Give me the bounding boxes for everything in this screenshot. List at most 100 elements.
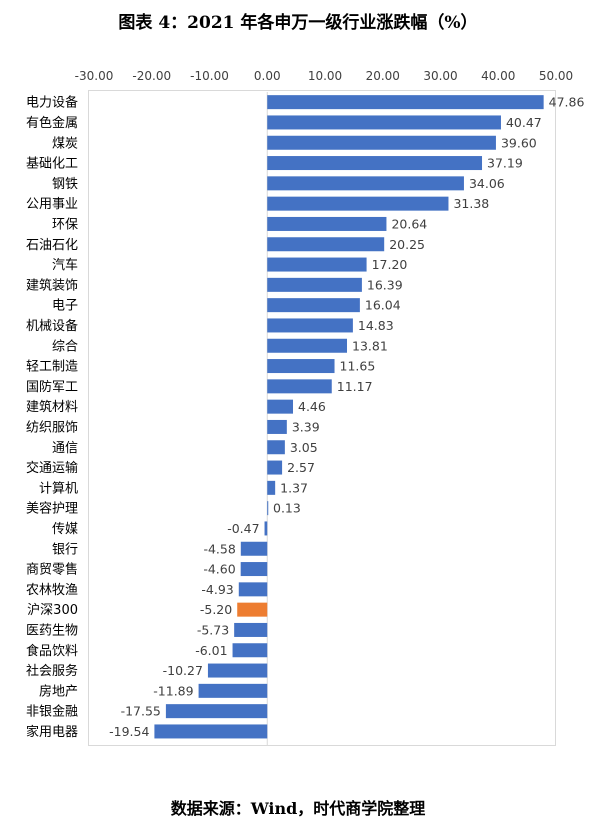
- bar: [264, 521, 268, 536]
- category-label: 社会服务: [26, 663, 78, 679]
- data-label: 11.17: [337, 379, 373, 394]
- bar-chart: -30.00 -20.00 -10.00 0.00 10.00 20.00 30.00 40.…: [26, 69, 585, 745]
- plot-area: [88, 90, 556, 746]
- category-label: 建筑材料: [26, 399, 78, 415]
- data-label: -11.89: [153, 683, 193, 698]
- data-label: 11.65: [340, 359, 376, 374]
- category-label: 石油石化: [26, 238, 78, 253]
- x-tick-label: -20.00: [132, 69, 171, 83]
- bar: [267, 237, 385, 252]
- x-tick-label: 40.00: [481, 69, 515, 83]
- category-label: 食品饮料: [26, 643, 78, 659]
- data-label: 14.83: [358, 318, 394, 333]
- data-label: 39.60: [501, 135, 537, 150]
- bar: [232, 643, 268, 658]
- category-label: 基础化工: [26, 157, 78, 172]
- data-label: 3.39: [292, 419, 320, 434]
- bar: [267, 359, 335, 374]
- bar: [267, 501, 269, 516]
- x-tick-label: 0.00: [254, 69, 281, 83]
- x-tick-label: -10.00: [190, 69, 229, 83]
- category-label: 公用事业: [26, 197, 78, 212]
- bar: [267, 95, 544, 110]
- bar: [267, 277, 362, 292]
- data-label: 16.39: [367, 277, 403, 292]
- bar: [267, 257, 367, 272]
- bar: [237, 602, 268, 617]
- data-label: -4.58: [203, 541, 235, 556]
- bar: [267, 460, 283, 475]
- category-label: 轻工制造: [26, 360, 78, 375]
- category-label: 电子: [52, 299, 78, 314]
- data-label: -0.47: [227, 521, 259, 536]
- category-label: 交通运输: [26, 460, 78, 476]
- category-label: 纺织服饰: [26, 420, 78, 435]
- data-label: 0.13: [273, 501, 301, 516]
- data-label: 17.20: [372, 257, 408, 272]
- data-label: 13.81: [352, 338, 388, 353]
- bar: [165, 704, 268, 719]
- category-label: 煤炭: [52, 136, 78, 151]
- data-label: -5.73: [197, 622, 229, 637]
- data-label: 4.46: [298, 399, 326, 414]
- bar: [238, 582, 268, 597]
- data-label: -4.60: [203, 562, 235, 577]
- category-label: 沪深300: [27, 602, 78, 618]
- category-label: 建筑装饰: [26, 277, 78, 293]
- data-label: -19.54: [109, 724, 149, 739]
- bar: [154, 724, 268, 739]
- bar: [240, 562, 268, 577]
- data-label: 47.86: [549, 95, 585, 110]
- category-label: 钢铁: [52, 177, 78, 192]
- data-label: 34.06: [469, 176, 505, 191]
- data-label: -5.20: [200, 602, 232, 617]
- data-label: 16.04: [365, 298, 401, 313]
- bar: [267, 156, 483, 171]
- bar: [267, 419, 287, 434]
- bar: [267, 440, 285, 455]
- category-label: 医药生物: [26, 623, 78, 638]
- bar: [267, 176, 464, 191]
- x-tick-label: 50.00: [539, 69, 573, 83]
- category-label: 农林牧渔: [26, 583, 78, 598]
- bar: [267, 379, 332, 394]
- category-label: 汽车: [52, 257, 78, 273]
- bar: [267, 216, 387, 231]
- category-label: 房地产: [39, 683, 78, 699]
- bar: [267, 196, 449, 211]
- x-tick-label: -30.00: [75, 69, 114, 83]
- bar: [207, 663, 268, 678]
- bar: [234, 622, 268, 637]
- data-label: 40.47: [506, 115, 542, 130]
- data-label: -6.01: [195, 643, 227, 658]
- data-label: 3.05: [290, 440, 318, 455]
- category-label: 机械设备: [26, 318, 78, 334]
- data-label: 20.64: [391, 216, 427, 231]
- bar: [198, 683, 268, 698]
- bar: [267, 115, 501, 130]
- category-label: 计算机: [39, 481, 78, 496]
- bar: [267, 480, 276, 495]
- x-tick-label: 10.00: [308, 69, 342, 83]
- bar: [267, 399, 294, 414]
- category-label: 非银金融: [26, 704, 78, 720]
- data-label: 37.19: [487, 156, 523, 171]
- x-tick-label: 20.00: [366, 69, 400, 83]
- data-label: 1.37: [280, 480, 308, 495]
- category-label: 美容护理: [26, 501, 78, 517]
- category-label: 综合: [52, 339, 78, 354]
- data-label: -10.27: [163, 663, 203, 678]
- category-label: 电力设备: [26, 95, 78, 111]
- category-label: 银行: [52, 542, 78, 557]
- bar: [267, 135, 496, 150]
- category-label: 环保: [52, 217, 78, 232]
- chart-title: 图表 4：2021 年各申万一级行业涨跌幅（%）: [118, 13, 478, 33]
- data-label: -4.93: [201, 582, 233, 597]
- category-label: 传媒: [52, 522, 78, 537]
- category-label: 通信: [52, 441, 78, 456]
- category-label: 有色金属: [26, 115, 78, 131]
- bar: [267, 298, 360, 313]
- data-label: 2.57: [287, 460, 315, 475]
- bar: [267, 338, 348, 353]
- bar: [240, 541, 268, 556]
